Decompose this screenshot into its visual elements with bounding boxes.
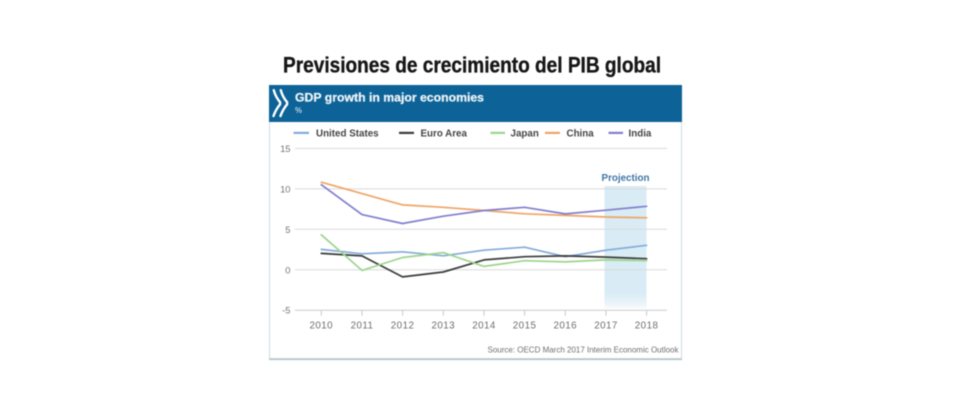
svg-text:2010: 2010 xyxy=(309,321,333,332)
svg-text:2013: 2013 xyxy=(431,321,455,332)
svg-text:10: 10 xyxy=(280,183,290,194)
svg-text:United States: United States xyxy=(316,129,379,140)
svg-text:5: 5 xyxy=(285,224,290,235)
svg-text:Previsiones de crecimiento del: Previsiones de crecimiento del PIB globa… xyxy=(283,53,661,78)
svg-text:Japan: Japan xyxy=(511,129,539,140)
svg-text:GDP growth in major economies: GDP growth in major economies xyxy=(295,93,484,105)
svg-text:2016: 2016 xyxy=(553,321,577,332)
svg-text:2012: 2012 xyxy=(391,321,415,332)
svg-text:India: India xyxy=(629,129,652,140)
svg-text:2017: 2017 xyxy=(594,321,618,332)
svg-text:%: % xyxy=(295,106,302,115)
svg-text:China: China xyxy=(567,129,595,140)
svg-text:Source: OECD March 2017 Interi: Source: OECD March 2017 Interim Economic… xyxy=(488,346,680,355)
svg-text:2015: 2015 xyxy=(513,321,537,332)
svg-text:Euro Area: Euro Area xyxy=(421,129,468,140)
svg-text:2014: 2014 xyxy=(472,321,496,332)
svg-text:-5: -5 xyxy=(282,305,290,316)
svg-text:0: 0 xyxy=(285,264,290,275)
svg-text:15: 15 xyxy=(280,143,290,154)
svg-text:2011: 2011 xyxy=(351,321,374,332)
svg-text:Projection: Projection xyxy=(602,173,650,184)
svg-text:2018: 2018 xyxy=(635,321,659,332)
